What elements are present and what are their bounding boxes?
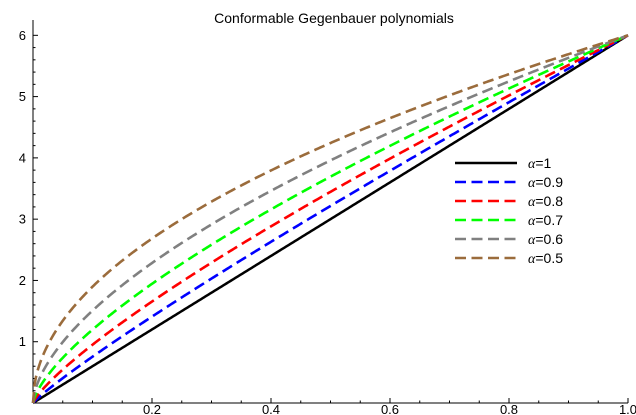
y-tick-label: 1 (19, 334, 26, 349)
legend-label: α=0.6 (528, 231, 563, 248)
legend-label: α=0.5 (528, 250, 563, 267)
x-tick-label: 0.4 (262, 402, 280, 415)
series-line-alpha-0-7 (31, 34, 629, 404)
legend-label: α=0.8 (528, 193, 563, 210)
ticks: 0.2 0.4 0.6 0.8 1.0 1 2 3 4 5 6 (19, 28, 636, 415)
y-tick-label: 4 (19, 150, 26, 165)
legend-label: α=0.9 (528, 174, 563, 191)
series-line-alpha-0-8 (31, 34, 629, 404)
legend-label: α=0.7 (528, 212, 563, 229)
y-tick-label: 3 (19, 212, 26, 227)
legend: α=1 α=0.9 α=0.8 α=0.7 α=0.6 α=0.5 (455, 155, 563, 267)
series-line-alpha-0-9 (32, 34, 629, 404)
x-tick-label: 0.2 (143, 402, 161, 415)
chart-title: Conformable Gegenbauer polynomials (214, 10, 454, 26)
series-line-alpha-0-5 (31, 34, 629, 404)
x-tick-label: 0.8 (500, 402, 518, 415)
legend-label: α=1 (528, 155, 552, 172)
series-line-alpha-0-6 (31, 34, 629, 404)
y-tick-label: 2 (19, 273, 26, 288)
series-group (31, 34, 629, 405)
y-tick-label: 5 (19, 89, 26, 104)
y-tick-label: 6 (19, 28, 26, 43)
series-line-alpha-1 (32, 34, 629, 405)
x-tick-label: 0.6 (381, 402, 399, 415)
x-tick-label: 1.0 (619, 402, 636, 415)
